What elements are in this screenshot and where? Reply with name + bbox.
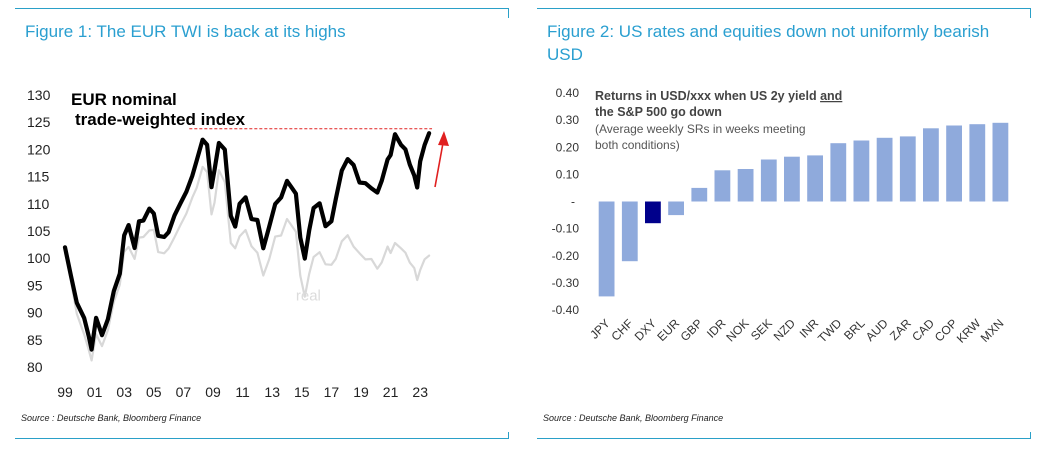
x-tick-label: DXY	[632, 316, 659, 343]
y-tick-label: 85	[27, 332, 43, 348]
x-tick-label: 19	[353, 384, 369, 400]
figure-1-source: Source : Deutsche Bank, Bloomberg Financ…	[21, 413, 202, 423]
y-tick-label: 105	[27, 223, 51, 239]
figure-2-panel: Figure 2: US rates and equities down not…	[537, 0, 1032, 440]
y-tick-label: 120	[27, 141, 51, 157]
bar-brl	[853, 140, 870, 202]
y-tick-label: 125	[27, 114, 51, 130]
y-tick-label: -0.20	[552, 249, 580, 263]
y-tick-label: -0.10	[552, 222, 580, 236]
chart-2-title-line-2: the S&P 500 go down	[595, 105, 722, 119]
bar-nzd	[784, 156, 800, 202]
bar-zar	[899, 136, 916, 202]
bar-chf	[621, 201, 638, 262]
x-tick-label: EUR	[654, 316, 682, 344]
x-tick-label: TWD	[815, 316, 844, 345]
x-tick-label: NZD	[771, 316, 799, 344]
y-tick-label: -0.30	[552, 276, 580, 290]
y-tick-label: 100	[27, 250, 51, 266]
bar-dxy	[645, 201, 661, 224]
x-tick-label: 13	[264, 384, 280, 400]
figure-2-source: Source : Deutsche Bank, Bloomberg Financ…	[543, 413, 724, 423]
x-tick-label: KRW	[954, 316, 984, 346]
y-tick-label: -0.40	[552, 303, 580, 317]
x-tick-label: CHF	[609, 316, 636, 343]
chart-2-subtitle-line-1: (Average weekly SRs in weeks meeting	[595, 122, 806, 136]
bar-inr	[807, 155, 823, 202]
chart-1-subtitle: trade-weighted index	[75, 110, 246, 129]
x-tick-label: 09	[205, 384, 221, 400]
bar-idr	[714, 170, 731, 202]
real-series-line	[63, 165, 431, 362]
bar-nok	[737, 169, 754, 202]
bar-mxn	[992, 122, 1009, 202]
y-tick-label: -	[571, 195, 575, 209]
x-tick-label: 15	[294, 384, 310, 400]
x-tick-label: 99	[57, 384, 73, 400]
y-tick-label: 115	[27, 169, 50, 185]
eur-twi-line-chart: 80 85 90 95 100 105 110 115 120 125 130 99 01 03 05 07 0…	[27, 87, 449, 400]
x-tick-label: 23	[412, 384, 428, 400]
figure-2-frame	[537, 8, 1031, 18]
bar-sek	[760, 159, 777, 202]
chart-1-title: EUR nominal	[71, 90, 177, 109]
figure-1-bottom-rule	[15, 432, 509, 439]
bar-gbp	[691, 187, 708, 202]
y-tick-label: 130	[27, 87, 51, 103]
x-tick-label: NOK	[723, 316, 751, 344]
y-tick-label: 0.40	[556, 86, 580, 100]
x-tick-label: SEK	[748, 316, 775, 343]
figure-2-title: Figure 2: US rates and equities down not…	[547, 22, 990, 64]
y-tick-label: 80	[27, 359, 43, 375]
x-tick-label: JPY	[587, 316, 612, 341]
x-tick-label: 05	[146, 384, 162, 400]
up-arrow-shaft	[434, 142, 444, 188]
figure-1-panel: Figure 1: The EUR TWI is back at its hig…	[15, 0, 510, 440]
up-arrow-head	[438, 131, 449, 146]
bar-cop	[946, 125, 962, 202]
y-tick-label: 95	[27, 277, 43, 293]
figure-1-frame	[15, 8, 509, 18]
x-tick-label: AUD	[863, 316, 891, 344]
bar-eur	[668, 201, 684, 216]
bar-jpy	[598, 201, 615, 297]
chart-2-title-line-1: Returns in USD/xxx when US 2y yield and	[595, 89, 842, 103]
x-tick-label: COP	[932, 316, 960, 344]
figure-1-title: Figure 1: The EUR TWI is back at its hig…	[25, 22, 346, 41]
x-tick-label: MXN	[978, 316, 1007, 345]
bar-krw	[969, 124, 986, 202]
x-tick-label: 21	[383, 384, 399, 400]
x-tick-label: GBP	[678, 316, 706, 344]
y-tick-label: 0.10	[556, 167, 580, 181]
y-tick-label: 0.20	[556, 140, 580, 154]
nominal-series-line	[62, 131, 432, 352]
y-tick-label: 110	[27, 196, 50, 212]
y-tick-label: 90	[27, 305, 43, 321]
usd-returns-bar-chart: 0.40 0.30 0.20 0.10 - -0.10 -0.20 -0.30 -0.40 JPY…	[552, 86, 1009, 346]
real-series-label: real	[296, 288, 321, 305]
y-tick-label: 0.30	[556, 113, 580, 127]
bar-aud	[876, 137, 893, 202]
x-tick-label: 11	[235, 384, 250, 400]
x-tick-label: BRL	[841, 316, 868, 343]
bar-twd	[830, 143, 847, 202]
x-tick-label: 03	[116, 384, 132, 400]
figure-2-bottom-rule	[537, 432, 1031, 439]
x-tick-label: CAD	[909, 316, 937, 344]
bar-cad	[923, 128, 939, 202]
x-tick-label: 17	[324, 384, 340, 400]
x-tick-label: ZAR	[887, 316, 914, 343]
x-tick-label: 07	[176, 384, 192, 400]
chart-2-subtitle-line-2: both conditions)	[595, 138, 680, 152]
x-tick-label: 01	[87, 384, 103, 400]
